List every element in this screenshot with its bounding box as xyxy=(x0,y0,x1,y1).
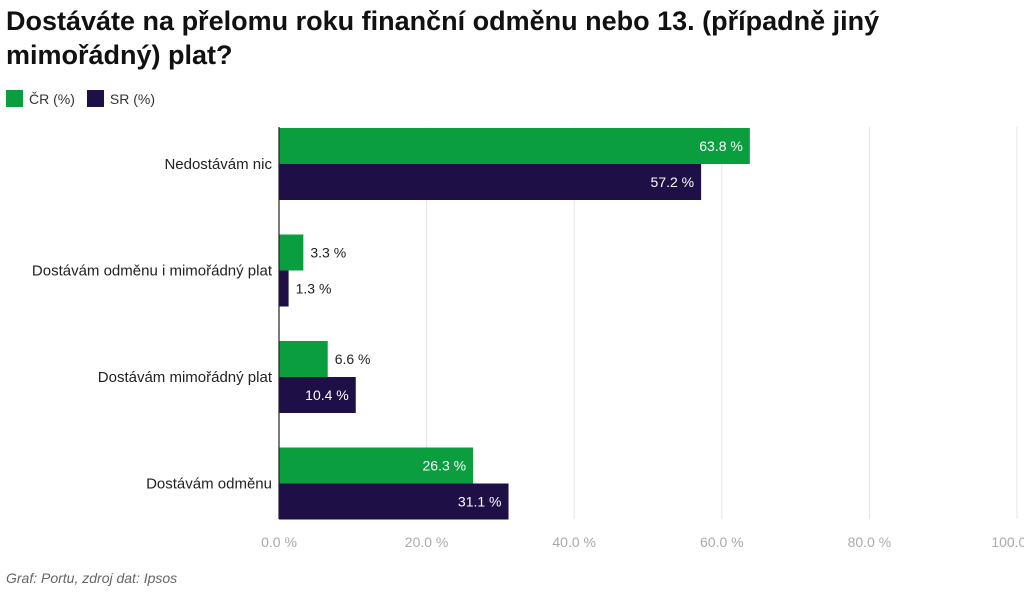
data-label-cr: 3.3 % xyxy=(310,245,346,261)
x-tick-label: 80.0 % xyxy=(848,534,892,550)
bar-sr xyxy=(279,164,702,200)
legend-label-cr: ČR (%) xyxy=(29,90,75,107)
x-tick-label: 100.0 % xyxy=(991,534,1024,550)
data-label-sr: 1.3 % xyxy=(296,281,332,297)
legend-swatch-cr xyxy=(6,90,23,107)
category-label: Nedostávám nic xyxy=(164,156,272,173)
data-label-cr: 26.3 % xyxy=(423,458,467,474)
data-label-cr: 63.8 % xyxy=(699,138,743,154)
source-note: Graf: Portu, zdroj dat: Ipsos xyxy=(6,570,178,586)
legend-label-sr: SR (%) xyxy=(109,90,156,107)
category-label: Dostávám odměnu xyxy=(146,476,272,493)
category-label: Dostávám mimořádný plat xyxy=(98,369,273,386)
chart-title: Dostáváte na přelomu roku finanční odměn… xyxy=(6,6,880,70)
data-label-sr: 57.2 % xyxy=(651,174,695,190)
data-label-cr: 6.6 % xyxy=(335,351,371,367)
bar-sr xyxy=(279,377,356,413)
bar-sr xyxy=(279,483,509,520)
data-label-sr: 10.4 % xyxy=(305,387,349,403)
bar-chart: 0.0 % 20.0 % 40.0 % 60.0 % 80.0 % 100.0 % Nedo… xyxy=(32,127,1024,550)
x-tick-label: 40.0 % xyxy=(552,534,596,550)
x-tick-label: 20.0 % xyxy=(405,534,449,550)
legend: ČR (%) SR (%) xyxy=(6,90,167,107)
bar-cr xyxy=(279,447,474,484)
x-tick-label: 0.0 % xyxy=(261,534,297,550)
category-label: Dostávám odměnu i mimořádný plat xyxy=(32,263,273,280)
legend-swatch-sr xyxy=(86,90,104,107)
bar-sr xyxy=(279,270,289,307)
data-label-sr: 31.1 % xyxy=(458,494,502,510)
legend-item-cr: ČR (%) xyxy=(6,90,75,107)
x-tick-label: 60.0 % xyxy=(700,534,744,550)
bar-cr xyxy=(279,128,750,164)
bar-cr xyxy=(279,341,328,377)
legend-item-sr: SR (%) xyxy=(86,90,156,107)
bar-cr xyxy=(279,234,304,271)
